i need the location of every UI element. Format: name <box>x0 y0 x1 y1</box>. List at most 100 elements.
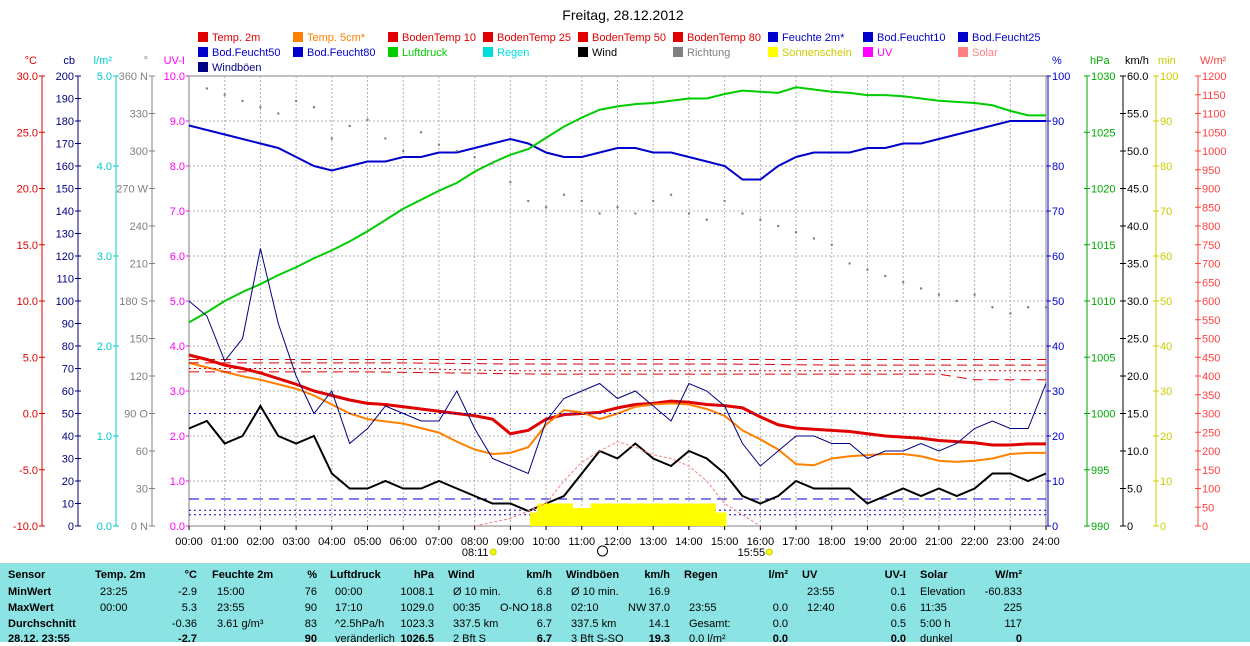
axis-tick-label: 20 <box>1052 431 1064 443</box>
series-richtung-point <box>473 156 476 159</box>
axis-unit: °C <box>25 55 37 67</box>
stats-header-rain-unit: l/m² <box>768 569 788 581</box>
series-sonnenschein-bar <box>644 503 663 526</box>
stats-solar-value: 117 <box>1004 618 1022 630</box>
series-richtung-point <box>705 218 708 221</box>
legend-swatch <box>483 32 493 42</box>
legend-swatch <box>958 47 968 57</box>
chart-legend: Temp. 2m Temp. 5cm* BodenTemp 10 BodenTemp … <box>198 32 1041 74</box>
series-richtung-point <box>652 199 655 203</box>
stats-header-temp-unit: °C <box>184 569 197 581</box>
axis-tick-label: 170 <box>56 139 74 151</box>
x-tick-label: 23:00 <box>997 536 1025 548</box>
axis-tick-label: 30 <box>1052 386 1064 398</box>
axis-unit: W/m² <box>1200 55 1227 67</box>
axis-unit: km/h <box>1125 55 1149 67</box>
series-richtung-point <box>544 206 548 209</box>
axis-tick-label: 20 <box>1160 431 1172 443</box>
stats-gust-time: 3 Bft S-SO <box>571 633 624 645</box>
axis-tick-label: 5.0 <box>23 352 38 364</box>
stats-row-label: Durchschnitt <box>8 618 76 630</box>
series-richtung-point <box>937 293 941 296</box>
legend-swatch <box>388 32 398 42</box>
x-tick-label: 17:00 <box>782 536 810 548</box>
series-richtung-point <box>955 299 958 303</box>
legend-swatch <box>863 32 873 42</box>
series-wind-line <box>188 404 1047 513</box>
series-richtung-point <box>241 99 244 103</box>
stats-press-time: ^2.5hPa/h <box>335 618 385 630</box>
stats-wind-value: 6.8 <box>536 586 552 598</box>
axis-tick-label: 180 <box>56 116 74 128</box>
stats-solar-time: 11:35 <box>920 602 947 614</box>
x-tick-label: 19:00 <box>854 536 882 548</box>
x-tick-label: 01:00 <box>211 536 239 548</box>
x-tick-label: 05:00 <box>354 536 382 548</box>
legend-swatch <box>768 32 778 42</box>
x-tick-label: 07:00 <box>425 536 453 548</box>
axis-tick-label: 5.0 <box>1127 484 1142 496</box>
x-tick-label: 03:00 <box>282 536 310 548</box>
axis-tick-label: 3.0 <box>170 386 185 398</box>
axis-tick-label: 45.0 <box>1127 184 1148 196</box>
series-richtung-point <box>580 199 583 203</box>
axis-tick-label: 600 <box>1202 296 1220 308</box>
stats-header-press-unit: hPa <box>413 569 434 581</box>
x-tick-label: 13:00 <box>639 536 667 548</box>
stats-rain-time: Gesamt: <box>689 618 731 630</box>
series-richtung-point <box>919 287 923 290</box>
axis-tick-label: 25.0 <box>17 127 38 139</box>
axis-tick-label: 90 <box>62 319 74 331</box>
axis-tick-label: 10.0 <box>164 71 185 83</box>
x-tick-label: 02:00 <box>247 536 275 548</box>
axis-tick-label: 360 N <box>119 71 148 83</box>
x-tick-label: 16:00 <box>747 536 775 548</box>
axis-tick-label: 90 O <box>124 409 148 421</box>
stats-press-value: 1023.3 <box>400 618 434 630</box>
axis-tick-label: 10.0 <box>17 296 38 308</box>
legend-label: Solar <box>972 47 998 59</box>
series-feuchte-2m-line <box>188 120 1046 181</box>
series-richtung-point <box>259 106 262 109</box>
axis-tick-label: 50 <box>1160 296 1172 308</box>
axis-tick-label: 4.0 <box>170 341 185 353</box>
stats-temp-value: -0.36 <box>171 618 197 630</box>
stats-wind-time: 00:35 <box>453 602 481 614</box>
stats-uv-time: 23:55 <box>807 586 835 598</box>
stats-solar-time: dunkel <box>920 633 953 645</box>
series-sonnenschein-bar <box>708 512 727 526</box>
axis-tick-label: 750 <box>1202 240 1220 252</box>
axis-tick-label: 30.0 <box>17 71 38 83</box>
series-richtung-point <box>830 243 833 246</box>
legend-label: Bod.Feucht10 <box>877 32 946 44</box>
axis-tick-label: 15.0 <box>17 240 38 252</box>
stats-solar-value: 0 <box>1015 633 1022 645</box>
legend-swatch <box>578 32 588 42</box>
axis-tick-label: 1200 <box>1202 71 1226 83</box>
series-richtung-point <box>562 193 566 196</box>
axis-tick-label: 50 <box>1202 502 1214 514</box>
axis-tick-label: 100 <box>56 296 74 308</box>
stats-header-gust: Windböen <box>566 569 620 581</box>
legend-label: BodenTemp 50 <box>592 32 666 44</box>
stats-header-press: Luftdruck <box>330 569 381 581</box>
x-tick-label: 14:00 <box>675 536 703 548</box>
axis-tick-label: 50 <box>1052 296 1064 308</box>
series-richtung-point <box>1009 312 1012 315</box>
x-tick-label: 20:00 <box>889 536 917 548</box>
axis-tick-label: 330 <box>130 109 148 121</box>
stats-header-wind-unit: km/h <box>526 569 552 581</box>
stats-gust-time: Ø 10 min. <box>571 586 619 598</box>
axis-tick-label: 0.0 <box>97 521 112 533</box>
axis-tick-label: 900 <box>1202 184 1220 196</box>
series-richtung-point <box>866 268 869 271</box>
series-luftdruck-line <box>188 86 1046 324</box>
x-tick-label: 12:00 <box>604 536 632 548</box>
legend-swatch <box>673 32 683 42</box>
series-richtung-point <box>669 193 673 196</box>
series-richtung-point <box>973 293 976 296</box>
legend-swatch <box>958 32 968 42</box>
axis-tick-label: 990 <box>1091 521 1109 533</box>
axis-tick-label: -5.0 <box>19 465 38 477</box>
axis-tick-label: 7.0 <box>170 206 185 218</box>
